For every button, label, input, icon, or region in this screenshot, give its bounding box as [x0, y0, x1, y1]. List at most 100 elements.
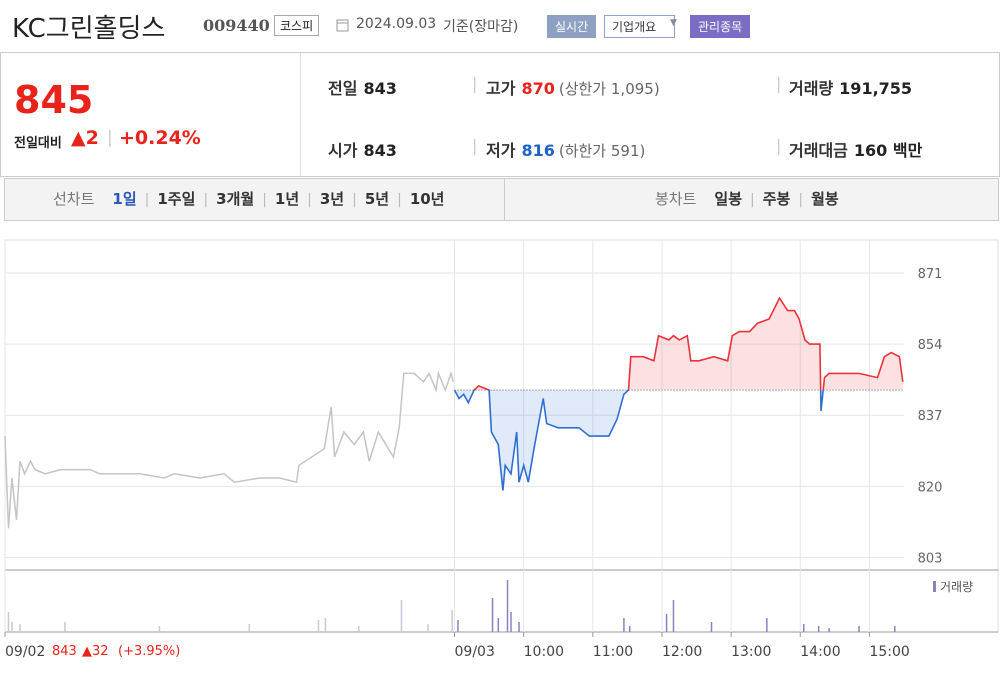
- volume-bar: [400, 600, 403, 632]
- tab-separator: |: [352, 192, 357, 208]
- volume-bar: [457, 620, 459, 632]
- volume-bar: [158, 626, 161, 632]
- item-value: 816: [521, 141, 555, 160]
- tab[interactable]: 1일: [112, 190, 137, 208]
- volume-bar: [64, 622, 66, 632]
- summary-divider: [300, 53, 301, 176]
- tab-separator: |: [750, 192, 755, 208]
- x-tick-label: 12:00: [662, 644, 702, 660]
- volume-bar: [317, 620, 320, 632]
- volume-bar: [324, 618, 327, 632]
- market-badge: 코스피: [274, 15, 320, 36]
- tab[interactable]: 주봉: [762, 190, 791, 208]
- managed-badge: 관리종목: [690, 15, 751, 38]
- tab-separator: |: [798, 192, 804, 208]
- item-label: 저가: [486, 141, 516, 160]
- y-tick-label: 837: [918, 409, 943, 424]
- volume-bar: [628, 626, 631, 632]
- y-tick-label: 803: [918, 551, 943, 566]
- item-value: 843: [363, 141, 397, 160]
- tab-divider: [504, 179, 505, 220]
- volume-bar: [710, 622, 713, 632]
- volume-bar: [665, 614, 668, 632]
- calendar-icon: [336, 19, 349, 32]
- tab[interactable]: 5년: [364, 190, 390, 208]
- item-label: 전일: [328, 79, 358, 98]
- price: 845: [14, 78, 94, 122]
- volume-bar: [248, 624, 251, 632]
- volume-bar: [510, 612, 512, 632]
- volume-bar: [11, 622, 13, 632]
- item-value: 160 백만: [853, 141, 923, 160]
- y-tick-label: 820: [918, 480, 943, 495]
- tab-separator: |: [397, 192, 402, 208]
- change: ▲2: [71, 127, 99, 149]
- volume-bar: [766, 618, 768, 632]
- realtime-button[interactable]: 실시간: [547, 15, 597, 38]
- x-tick-label: 09/02: [5, 644, 45, 660]
- volume-legend: 거래량: [940, 580, 973, 594]
- company-button[interactable]: 기업개요: [604, 15, 676, 38]
- volume-bar: [497, 618, 500, 632]
- x-tick-label: 09/03: [455, 644, 495, 660]
- stock-name: KC그린홀딩스: [12, 14, 166, 44]
- volume-bar: [858, 626, 860, 632]
- change-pct: +0.24%: [119, 127, 201, 149]
- price-line-today: [453, 296, 904, 491]
- item-label: 거래대금: [789, 141, 848, 160]
- item-note: (하한가 591): [558, 142, 646, 160]
- chart: 803 820 837 854 871 09/02 09/03 10:00 11:00 12:00…: [4, 239, 999, 660]
- x-tick-label: 10:00: [524, 644, 564, 660]
- tab[interactable]: 월봉: [811, 190, 839, 208]
- prev-change: ▲32: [82, 644, 109, 659]
- tab-separator: |: [144, 192, 150, 208]
- tab[interactable]: 1년: [274, 190, 300, 208]
- date-basis: 기준(장마감): [443, 19, 519, 35]
- tab[interactable]: 3년: [319, 190, 345, 208]
- stock-code: 009440: [203, 16, 270, 35]
- y-tick-label: 871: [918, 267, 943, 282]
- tab-separator: |: [307, 192, 312, 208]
- price-line-previous: [4, 370, 455, 529]
- item-value: 191,755: [839, 79, 913, 98]
- volume-bar: [491, 598, 494, 632]
- tab-separator: |: [203, 192, 209, 208]
- item-label: 시가: [328, 141, 358, 160]
- x-tick-label: 13:00: [731, 644, 771, 660]
- volume-bar: [828, 628, 830, 632]
- tab-bar: [4, 178, 999, 221]
- tab[interactable]: 일봉: [714, 190, 743, 208]
- volume-bar: [802, 624, 805, 632]
- x-tick-label: 11:00: [593, 644, 633, 660]
- price-area-today: [454, 298, 903, 491]
- prev-pct: (+3.95%): [118, 644, 180, 659]
- tab[interactable]: 10년: [409, 190, 445, 208]
- volume-bar: [19, 624, 21, 632]
- volume-bar: [358, 626, 360, 632]
- volume-bar: [672, 600, 675, 632]
- x-tick-label: 15:00: [869, 644, 909, 660]
- prev-close: 843: [52, 644, 77, 659]
- volume-bar: [518, 622, 520, 632]
- volume-bar: [623, 618, 625, 632]
- tab-group-label: 봉차트: [655, 190, 697, 208]
- volume-bar: [7, 612, 10, 632]
- tab-separator: |: [262, 192, 267, 208]
- volume-bar: [894, 626, 896, 632]
- volume-bar: [451, 610, 453, 632]
- dropdown-arrow: ▼: [670, 18, 677, 28]
- item-value: 843: [363, 79, 397, 98]
- tab-group-label: 선차트: [53, 190, 95, 208]
- volume-legend-mark: [933, 581, 936, 592]
- tab[interactable]: 3개월: [216, 190, 255, 208]
- separator: |: [107, 128, 113, 148]
- volume-bar: [427, 624, 429, 632]
- item-label: 거래량: [789, 79, 834, 98]
- volume-bar: [506, 580, 509, 632]
- volume-bar: [817, 626, 820, 632]
- tab[interactable]: 1주일: [157, 190, 196, 208]
- item-value: 870: [521, 79, 555, 98]
- change-label: 전일대비: [14, 136, 62, 151]
- item-label: 고가: [486, 79, 516, 98]
